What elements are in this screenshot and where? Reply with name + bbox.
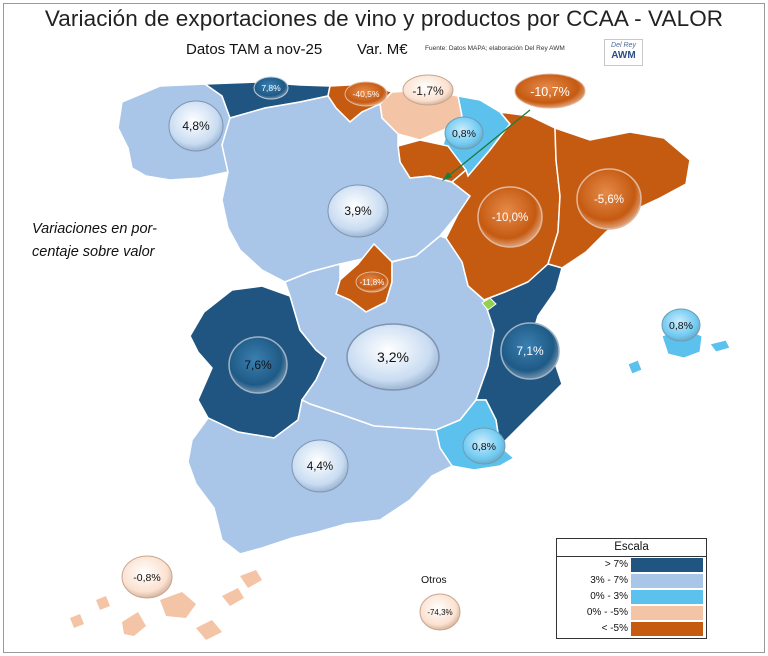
legend-swatch: [631, 590, 703, 604]
bubble-pais-vasco-label: -1,7%: [412, 84, 444, 98]
bubble-extremadura-label: 7,6%: [244, 358, 272, 372]
region-green-enclave: [481, 297, 497, 311]
chart-subtitle: Datos TAM a nov-25: [186, 41, 323, 58]
bubble-navarra: 0,8%: [444, 116, 484, 150]
legend-row: 0% - 3%: [557, 589, 706, 605]
otros-label: Otros: [421, 574, 447, 586]
bubble-murcia-label: 0,8%: [472, 441, 496, 453]
bubble-otros-label: -74,3%: [427, 608, 452, 617]
bubble-pais-vasco: -1,7%: [402, 74, 454, 106]
bubble-cataluna-label: -5,6%: [594, 194, 624, 206]
region-baleares-menorca: [709, 339, 731, 353]
legend-label: 0% - -5%: [586, 607, 628, 618]
bubble-murcia: 0,8%: [462, 427, 506, 465]
bubble-andalucia: 4,4%: [291, 439, 349, 493]
bubble-la-rioja-label: -10,7%: [530, 85, 570, 99]
bubble-galicia: 4,8%: [168, 100, 224, 152]
unit-label: Var. M€: [357, 41, 408, 58]
bubble-andalucia-label: 4,4%: [307, 461, 333, 473]
brand-logo: Del Rey AWM: [604, 39, 643, 66]
bubble-castilla-leon-label: 3,9%: [344, 204, 372, 218]
bubble-castilla-la-mancha-label: 3,2%: [377, 349, 409, 365]
bubble-navarra-label: 0,8%: [452, 128, 476, 140]
legend-row: 3% - 7%: [557, 573, 706, 589]
legend-label: 0% - 3%: [590, 591, 628, 602]
source-note: Fuente: Datos MAPA; elaboración Del Rey …: [425, 45, 565, 52]
bubble-aragon-label: -10,0%: [492, 212, 528, 224]
rioja-arrow: [445, 109, 531, 179]
legend-label: > 7%: [604, 559, 628, 570]
bubble-cantabria-label: -40,5%: [353, 89, 380, 99]
bubble-madrid: -11,8%: [355, 271, 389, 293]
variation-note: Variaciones en por- centaje sobre valor: [32, 218, 157, 264]
chart-title: Variación de exportaciones de vino y pro…: [44, 6, 724, 31]
legend-row: < -5%: [557, 621, 706, 637]
bubble-madrid-label: -11,8%: [360, 278, 385, 287]
bubble-asturias: 7,8%: [253, 76, 289, 100]
legend-swatch: [631, 558, 703, 572]
legend-row: 0% - -5%: [557, 605, 706, 621]
bubble-canarias-label: -0,8%: [133, 572, 160, 584]
bubble-asturias-label: 7,8%: [261, 83, 281, 93]
bubble-galicia-label: 4,8%: [182, 119, 210, 133]
region-baleares-ibiza: [627, 359, 643, 375]
legend: Escala > 7% 3% - 7% 0% - 3% 0% - -5% < -…: [556, 538, 707, 639]
logo-top-text: Del Rey: [611, 42, 636, 49]
legend-swatch: [631, 622, 703, 636]
legend-label: < -5%: [601, 623, 628, 634]
logo-bottom-text: AWM: [611, 50, 636, 61]
bubble-valencia-label: 7,1%: [516, 344, 544, 358]
note-line-1: Variaciones en por-: [32, 221, 157, 237]
legend-title: Escala: [557, 539, 706, 557]
bubble-la-rioja: -10,7%: [514, 73, 586, 109]
legend-swatch: [631, 606, 703, 620]
note-line-2: centaje sobre valor: [32, 244, 155, 260]
bubble-aragon: -10,0%: [477, 186, 543, 248]
bubble-otros: -74,3%: [419, 593, 461, 631]
bubble-valencia: 7,1%: [500, 322, 560, 380]
bubble-castilla-la-mancha: 3,2%: [346, 323, 440, 391]
bubble-cataluna: -5,6%: [576, 168, 642, 230]
legend-label: 3% - 7%: [590, 575, 628, 586]
legend-row: > 7%: [557, 557, 706, 573]
bubble-baleares: 0,8%: [661, 308, 701, 342]
bubble-canarias: -0,8%: [121, 555, 173, 599]
bubble-cantabria: -40,5%: [344, 81, 388, 107]
region-canarias: [70, 570, 262, 640]
rioja-arrow-head: [442, 172, 452, 181]
legend-swatch: [631, 574, 703, 588]
bubble-baleares-label: 0,8%: [669, 320, 693, 332]
bubble-castilla-leon: 3,9%: [327, 184, 389, 238]
bubble-extremadura: 7,6%: [228, 336, 288, 394]
